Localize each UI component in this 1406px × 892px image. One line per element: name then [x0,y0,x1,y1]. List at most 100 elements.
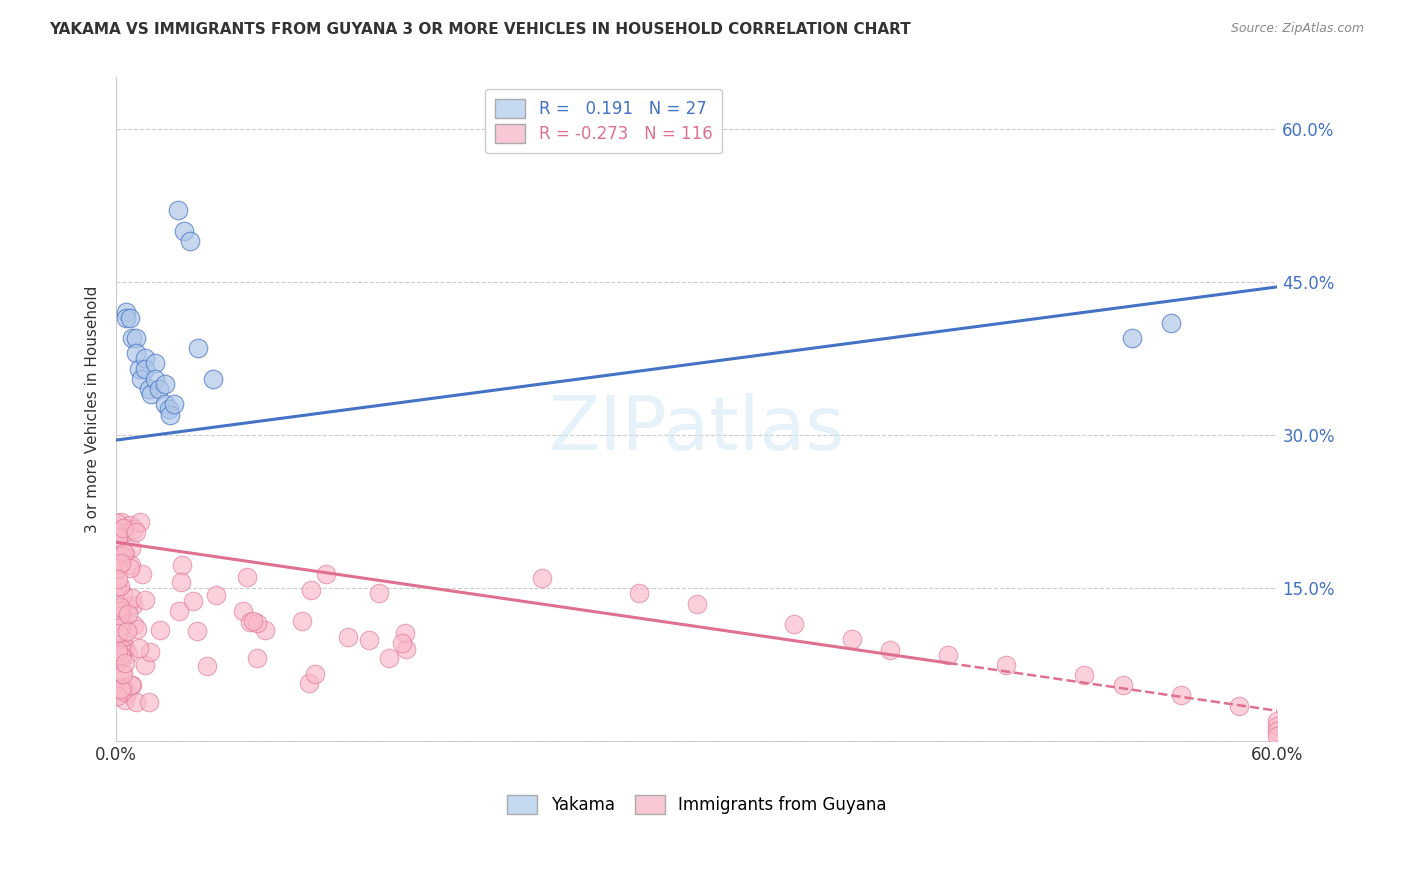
Point [108,608,131,623]
Point [236,569,259,583]
Point [246,651,269,665]
Point [107,553,129,567]
Point [297,676,319,690]
Point [879,642,901,657]
Point [157,402,180,417]
Point [938,648,960,662]
Point [112,684,135,698]
Point [163,397,186,411]
Point [181,594,204,608]
Point [1267,719,1289,733]
Point [1073,668,1095,682]
Point [1267,730,1289,744]
Point [125,525,148,540]
Point [138,695,160,709]
Point [110,515,132,529]
Point [1267,724,1289,739]
Point [239,615,262,629]
Point [112,587,135,601]
Point [105,523,128,537]
Point [110,648,132,662]
Point [172,558,194,573]
Point [105,647,128,661]
Point [167,203,190,218]
Point [131,566,153,581]
Point [110,604,132,618]
Point [124,346,146,360]
Point [118,560,141,574]
Point [125,695,148,709]
Point [841,632,863,647]
Point [134,361,156,376]
Point [111,665,134,679]
Point [395,642,418,657]
Point [105,689,128,703]
Point [107,626,129,640]
Point [143,372,166,386]
Point [114,693,136,707]
Point [120,518,142,533]
Point [1170,689,1192,703]
Point [120,541,142,555]
Point [1111,678,1133,692]
Point [1121,331,1143,345]
Point [357,633,380,648]
Point [367,586,389,600]
Point [117,647,139,661]
Point [107,561,129,575]
Point [115,310,138,325]
Point [299,582,322,597]
Point [114,546,136,560]
Point [114,656,136,670]
Point [107,531,129,545]
Point [107,641,129,656]
Point [117,599,139,613]
Point [179,234,201,248]
Point [686,597,709,611]
Point [153,397,176,411]
Point [128,361,150,376]
Point [254,623,277,637]
Point [149,623,172,637]
Point [1267,714,1289,728]
Point [121,591,143,605]
Point [246,616,269,631]
Point [143,356,166,370]
Legend: Yakama, Immigrants from Guyana: Yakama, Immigrants from Guyana [499,787,894,822]
Point [138,382,160,396]
Point [120,678,142,692]
Point [1160,316,1182,330]
Point [128,640,150,655]
Point [110,645,132,659]
Point [124,618,146,632]
Point [995,657,1018,672]
Point [167,604,190,618]
Point [124,331,146,345]
Point [121,598,143,612]
Point [114,547,136,561]
Point [111,521,134,535]
Point [337,630,360,644]
Point [186,624,208,638]
Point [204,588,226,602]
Point [139,387,162,401]
Point [148,382,170,396]
Point [782,617,804,632]
Point [1227,698,1250,713]
Point [531,571,554,585]
Point [173,224,195,238]
Point [108,603,131,617]
Point [118,310,141,325]
Point [110,620,132,634]
Point [105,525,128,540]
Point [139,645,162,659]
Point [121,678,143,692]
Point [304,666,326,681]
Point [110,523,132,537]
Point [114,640,136,655]
Point [197,658,219,673]
Point [232,604,254,618]
Point [170,574,193,589]
Point [202,372,225,386]
Point [108,579,131,593]
